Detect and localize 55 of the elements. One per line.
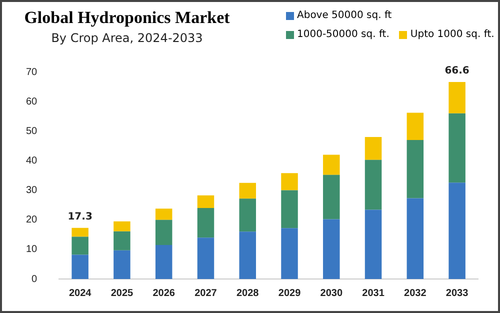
bar <box>323 174 340 220</box>
bar <box>448 113 466 183</box>
x-tick-label: 2027 <box>194 288 218 299</box>
legend-label: Above 50000 sq. ft <box>296 10 392 21</box>
y-tick-label: 30 <box>26 185 38 196</box>
y-tick-label: 70 <box>26 66 38 78</box>
bar <box>197 208 214 238</box>
y-tick-label: 60 <box>26 96 38 108</box>
bar <box>197 238 214 279</box>
x-tick-label: 2028 <box>236 288 260 299</box>
bar <box>114 250 130 279</box>
bar <box>155 220 172 245</box>
x-tick-label: 2033 <box>446 288 469 299</box>
y-tick-label: 50 <box>26 126 38 137</box>
bar <box>406 140 424 198</box>
legend-label: 1000-50000 sq. ft. <box>296 29 390 40</box>
bar <box>239 182 256 199</box>
bar <box>364 137 382 160</box>
bar <box>323 219 340 279</box>
bar <box>197 195 214 208</box>
chart-subtitle: By Crop Area, 2024-2033 <box>50 31 204 45</box>
y-tick-label: 10 <box>26 244 38 256</box>
legend-label: Upto 1000 sq. ft. <box>409 29 494 40</box>
bar <box>72 236 88 255</box>
bar <box>364 210 382 279</box>
y-tick-label: 0 <box>32 274 38 285</box>
bar <box>72 228 88 237</box>
y-tick-label: 20 <box>26 214 38 226</box>
bar <box>281 190 298 228</box>
x-tick-label: 2032 <box>404 288 427 299</box>
bar <box>114 221 130 232</box>
total-label: 66.6 <box>444 66 470 77</box>
y-tick-label: 40 <box>26 155 38 166</box>
bar <box>114 231 130 250</box>
bar <box>323 154 340 175</box>
total-label: 17.3 <box>68 211 92 222</box>
chart-title: Global Hydroponics Market <box>23 8 231 28</box>
x-tick-label: 2026 <box>152 288 176 299</box>
bar <box>155 244 172 279</box>
bar <box>448 182 466 279</box>
bar <box>281 173 298 190</box>
bar <box>406 198 424 279</box>
bar <box>72 254 88 279</box>
x-tick-label: 2031 <box>362 288 385 299</box>
x-tick-label: 2025 <box>110 288 134 299</box>
x-tick-label: 2024 <box>68 288 92 299</box>
bar <box>364 160 382 210</box>
bar <box>281 228 298 279</box>
bar <box>448 82 466 114</box>
x-tick-label: 2030 <box>320 288 343 299</box>
bar <box>239 198 256 232</box>
bar <box>239 232 256 279</box>
bar <box>155 208 172 220</box>
bar <box>406 112 424 140</box>
x-tick-label: 2029 <box>278 288 302 299</box>
